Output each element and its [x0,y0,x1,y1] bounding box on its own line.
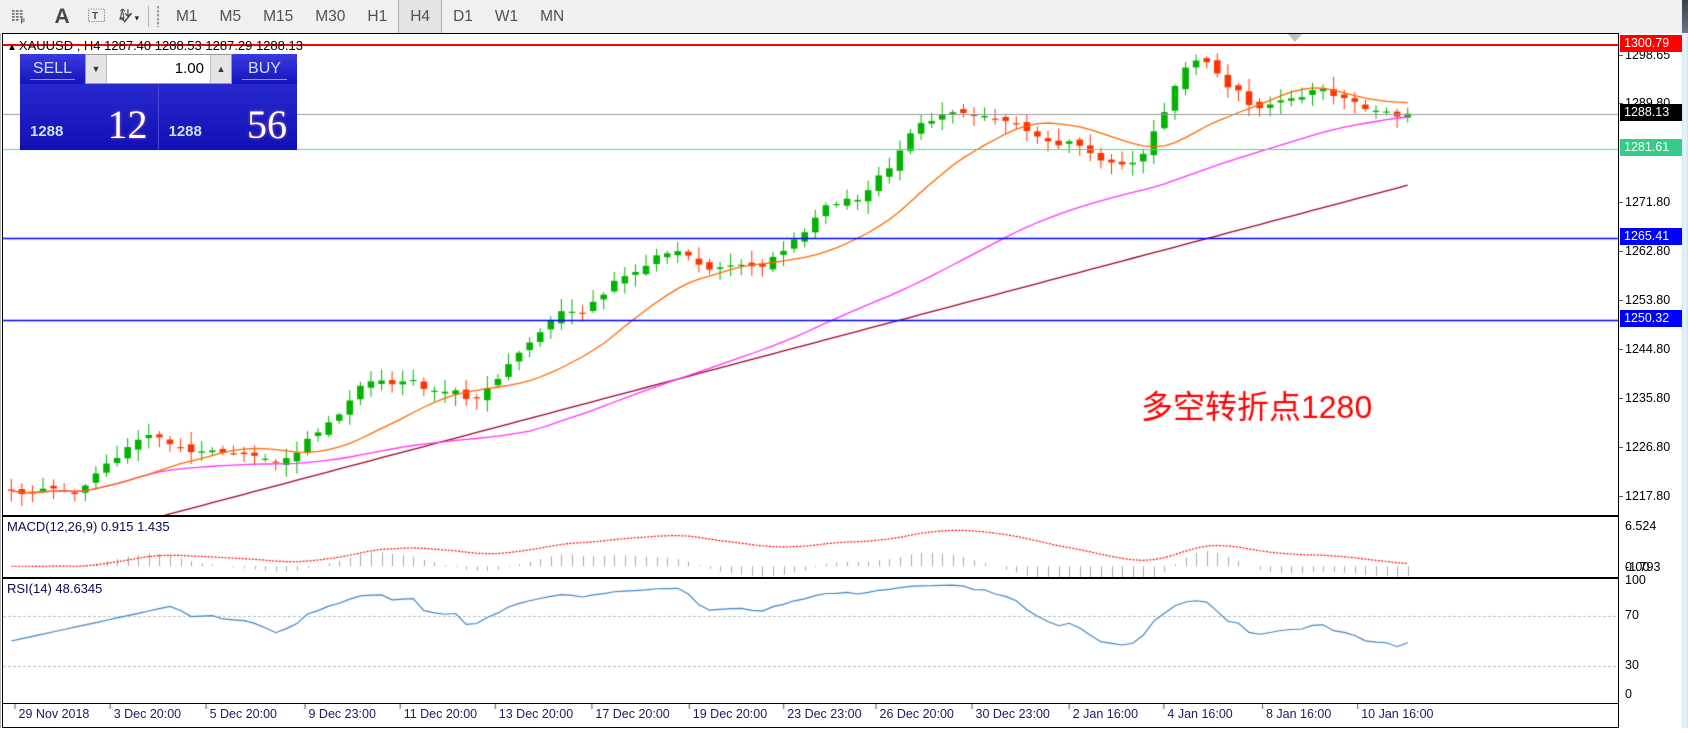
svg-text:T: T [92,10,98,21]
svg-text:F: F [21,16,26,25]
svg-text:▼: ▼ [133,13,140,22]
